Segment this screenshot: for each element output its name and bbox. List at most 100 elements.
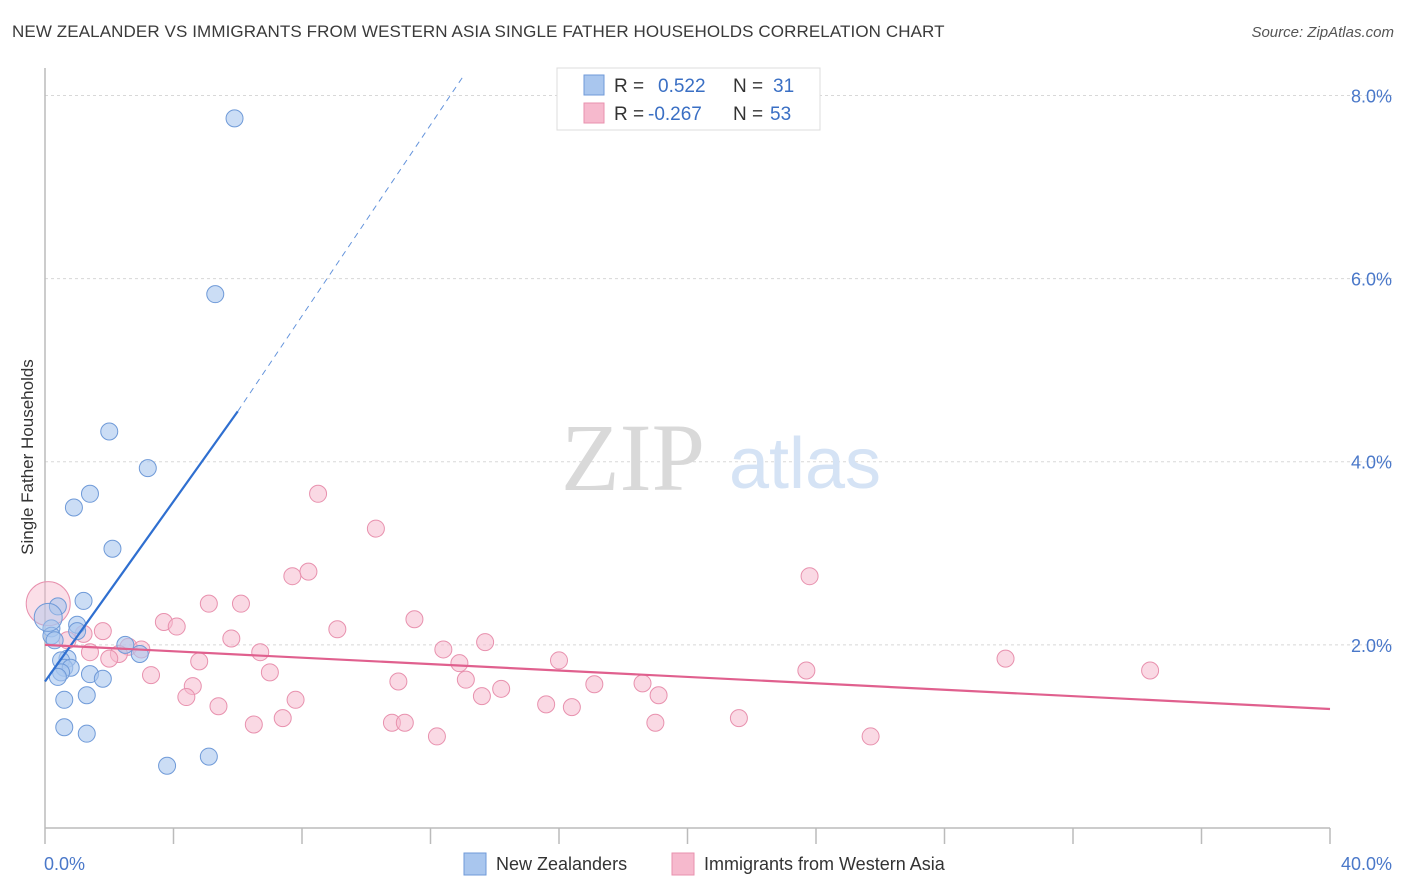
data-point-western-asia (190, 652, 209, 671)
data-point-western-asia (472, 687, 491, 706)
data-point-western-asia (283, 567, 302, 586)
series-legend-swatch-pink (671, 852, 695, 876)
data-point-new-zealanders (48, 597, 67, 616)
data-point-western-asia (93, 622, 112, 641)
data-point-western-asia (646, 713, 665, 732)
data-point-western-asia (492, 679, 511, 698)
data-point-new-zealanders (138, 459, 157, 478)
data-point-new-zealanders (93, 669, 112, 688)
data-point-new-zealanders (33, 602, 63, 632)
data-point-western-asia (1141, 661, 1160, 680)
legend-r-value-pink: -0.267 (648, 104, 702, 125)
data-point-new-zealanders (225, 109, 244, 128)
series-new-zealanders-points (33, 109, 244, 775)
watermark-atlas: atlas (729, 424, 881, 504)
watermark-zip: ZIP (561, 404, 705, 511)
data-point-western-asia (299, 562, 318, 581)
series-legend-swatch-blue (463, 852, 487, 876)
data-point-new-zealanders (116, 635, 135, 654)
data-point-western-asia (585, 675, 604, 694)
data-point-western-asia (286, 690, 305, 709)
y-axis-label: Single Father Households (18, 359, 37, 555)
data-point-new-zealanders (130, 645, 149, 664)
watermark: ZIP atlas (561, 404, 881, 511)
data-point-western-asia (395, 713, 414, 732)
data-point-western-asia (729, 709, 748, 728)
data-point-new-zealanders (68, 622, 87, 641)
data-point-western-asia (199, 594, 218, 613)
trend-lines (44, 76, 1331, 711)
data-point-western-asia (142, 666, 161, 685)
data-point-western-asia (209, 697, 228, 716)
data-point-western-asia (222, 629, 241, 648)
data-point-western-asia (328, 620, 347, 639)
series-legend-label-pink: Immigrants from Western Asia (704, 854, 946, 874)
data-point-western-asia (309, 484, 328, 503)
x-tick-label: 0.0% (44, 854, 85, 874)
legend-n-value-blue: 31 (773, 76, 794, 97)
data-point-western-asia (797, 661, 816, 680)
y-tick-label: 6.0% (1351, 270, 1392, 290)
legend-r-label-pink: R = (614, 104, 644, 125)
legend-swatch-blue (583, 74, 605, 96)
data-point-new-zealanders (55, 718, 74, 737)
data-point-new-zealanders (77, 724, 96, 743)
data-point-western-asia (405, 610, 424, 629)
data-point-new-zealanders (158, 756, 177, 775)
tick-labels: 2.0% 4.0% 6.0% 8.0% 0.0% 40.0% (44, 86, 1392, 874)
legend-swatch-pink (583, 102, 605, 124)
data-point-western-asia (389, 672, 408, 691)
data-point-western-asia (244, 715, 263, 734)
correlation-legend: R = 0.522 N = 31 R = -0.267 N = 53 (556, 67, 821, 131)
data-point-new-zealanders (80, 484, 99, 503)
series-legend: New Zealanders Immigrants from Western A… (463, 852, 946, 876)
data-point-western-asia (996, 649, 1015, 668)
data-point-western-asia (100, 649, 119, 668)
legend-n-label-pink: N = (733, 104, 763, 125)
data-point-western-asia (550, 651, 568, 670)
data-point-western-asia (450, 654, 469, 673)
data-point-western-asia (260, 663, 279, 682)
data-point-western-asia (273, 709, 292, 728)
grid-lines (45, 94, 1392, 646)
data-point-new-zealanders (55, 690, 74, 709)
data-point-new-zealanders (103, 539, 122, 558)
source-label: Source: ZipAtlas.com (1251, 24, 1394, 41)
data-point-new-zealanders (77, 686, 96, 705)
data-point-western-asia (434, 640, 453, 659)
trend-line-western-asia (44, 643, 1331, 711)
data-point-new-zealanders (74, 591, 93, 610)
y-tick-label: 8.0% (1351, 86, 1392, 106)
data-point-new-zealanders (199, 747, 218, 766)
legend-r-label-blue: R = (614, 76, 644, 97)
data-point-new-zealanders (206, 285, 225, 304)
series-legend-label-blue: New Zealanders (496, 854, 627, 874)
y-tick-label: 2.0% (1351, 636, 1392, 656)
data-point-new-zealanders (64, 498, 83, 517)
data-point-western-asia (476, 633, 495, 652)
legend-r-value-blue: 0.522 (658, 76, 706, 97)
series-western-asia-points (25, 484, 1160, 746)
trend-line-new-zealanders (44, 410, 239, 683)
y-tick-label: 4.0% (1351, 453, 1392, 473)
data-point-western-asia (861, 727, 880, 746)
data-point-western-asia (537, 695, 556, 714)
data-point-new-zealanders (100, 422, 119, 441)
data-point-western-asia (251, 643, 270, 662)
data-point-western-asia (562, 698, 581, 717)
data-point-western-asia (633, 674, 652, 693)
chart-title: NEW ZEALANDER VS IMMIGRANTS FROM WESTERN… (12, 22, 945, 41)
data-point-western-asia (366, 519, 385, 538)
data-point-western-asia (167, 617, 186, 636)
data-point-western-asia (177, 688, 196, 707)
trend-line-new-zealanders-extension (237, 76, 464, 412)
legend-n-value-pink: 53 (770, 104, 791, 125)
x-tick-label: 40.0% (1341, 854, 1392, 874)
data-point-western-asia (800, 567, 819, 586)
legend-n-label-blue: N = (733, 76, 763, 97)
data-point-western-asia (231, 594, 250, 613)
axes (44, 68, 1331, 844)
data-point-western-asia (649, 686, 668, 705)
data-point-western-asia (456, 670, 475, 689)
